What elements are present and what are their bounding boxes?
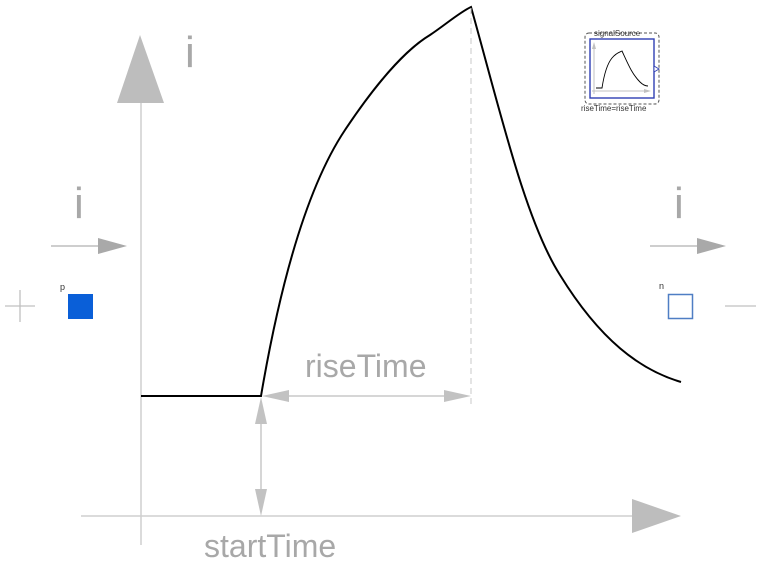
signal-source-mini-y-arrowhead (592, 42, 596, 49)
negative-pin-label: n (659, 281, 664, 291)
signal-source-mini-x-arrowhead (644, 89, 651, 93)
rise-time-label: riseTime (305, 348, 426, 384)
signal-source-title: signalSource (594, 29, 641, 38)
signal-source-parameter: riseTime=riseTime (581, 104, 647, 113)
x-axis-arrowhead (632, 499, 681, 533)
start-time-label: startTime (204, 528, 336, 563)
signal-source-mini-curve (596, 50, 649, 89)
signal-source-component[interactable]: signalSource riseTime=riseTime (581, 29, 660, 113)
positive-pin-label: p (60, 282, 65, 292)
signal-source-dashed-border (584, 32, 660, 105)
left-current-arrow (51, 238, 127, 254)
negative-pin[interactable] (667, 293, 694, 320)
signal-source-output-port[interactable] (653, 65, 660, 73)
y-axis-arrowhead (117, 35, 164, 103)
current-right-label: i (674, 179, 684, 228)
axes (81, 35, 681, 545)
positive-pin[interactable] (68, 294, 93, 319)
plus-sign (5, 290, 35, 322)
rise-time-dimension (262, 390, 471, 402)
signal-curve (141, 5, 682, 397)
current-y-axis-label: i (185, 28, 195, 77)
start-time-dimension (255, 397, 267, 516)
current-left-label: i (74, 179, 84, 228)
right-current-arrow (650, 238, 726, 254)
